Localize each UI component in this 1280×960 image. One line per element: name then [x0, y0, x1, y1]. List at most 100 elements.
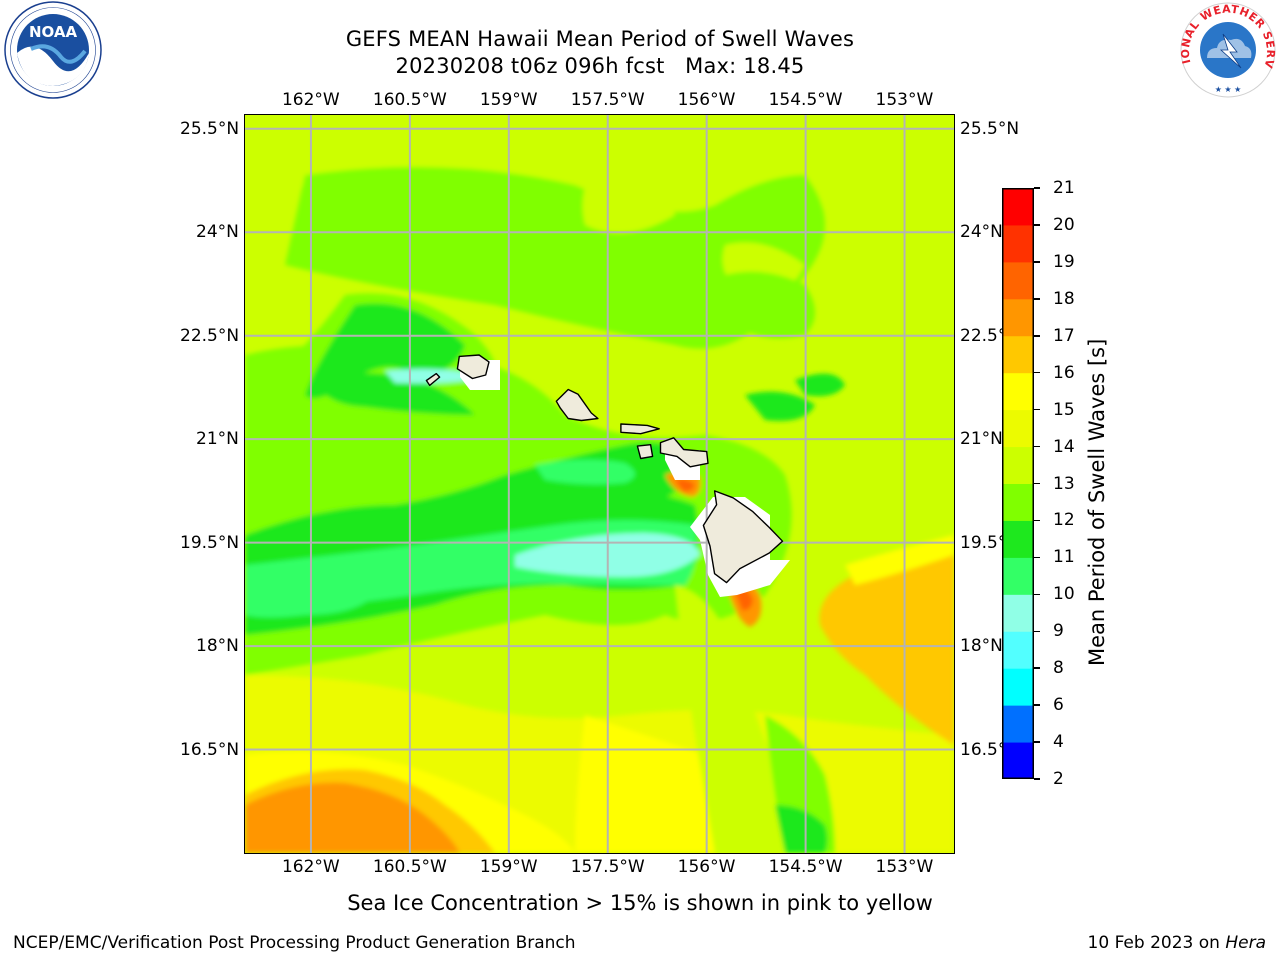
colorbar-tick-label: 11 — [1053, 547, 1075, 568]
map-grid — [245, 115, 954, 853]
colorbar-tick-mark — [1034, 741, 1040, 743]
colorbar-tick-mark — [1034, 630, 1040, 632]
colorbar-tick-mark — [1034, 667, 1040, 669]
colorbar-tick-label: 12 — [1053, 510, 1075, 531]
colorbar-tick-mark — [1034, 298, 1040, 300]
island-oahu — [555, 388, 599, 422]
sea-ice-caption: Sea Ice Concentration > 15% is shown in … — [347, 891, 933, 915]
island-maui — [659, 437, 709, 468]
island-niihau — [425, 372, 441, 387]
colorbar-tick-mark — [1034, 704, 1040, 706]
lon-tick-bottom: 160.5°W — [372, 857, 447, 877]
lat-tick-right: 18°N — [960, 636, 1003, 657]
colorbar-tick-mark — [1034, 556, 1040, 559]
colorbar-swatch — [1002, 335, 1034, 374]
lon-tick-bottom: 153°W — [875, 857, 934, 877]
colorbar-tick-mark — [1034, 371, 1040, 374]
colorbar-tick-mark — [1034, 261, 1040, 263]
colorbar-label: Mean Period of Swell Waves [s] — [1085, 338, 1109, 666]
colorbar-swatch — [1002, 594, 1034, 632]
colorbar-tick-mark — [1034, 408, 1040, 411]
colorbar-swatch — [1002, 372, 1034, 411]
map-canvas — [245, 115, 954, 853]
colorbar-swatch — [1002, 668, 1034, 706]
lat-tick-right: 21°N — [960, 429, 1003, 450]
lat-tick-left: 18°N — [196, 636, 239, 657]
colorbar-swatch — [1002, 188, 1034, 226]
lon-tick-top: 154.5°W — [768, 90, 843, 110]
footer-date: 10 Feb 2023 on Hera — [1088, 933, 1266, 953]
lon-tick-top: 160.5°W — [372, 90, 447, 110]
colorbar-tick-label: 17 — [1053, 325, 1075, 346]
colorbar-swatch — [1002, 483, 1034, 521]
chart-subtitle: 20230208 t06z 096h fcst Max: 18.45 — [395, 54, 805, 78]
colorbar-tick-mark — [1034, 593, 1040, 596]
map-border — [244, 114, 955, 854]
lon-tick-top: 162°W — [281, 90, 340, 110]
island-molokai — [620, 423, 660, 435]
colorbar-tick-label: 15 — [1053, 399, 1075, 420]
lon-tick-bottom: 154.5°W — [768, 857, 843, 877]
footer-host: Hera — [1225, 933, 1266, 953]
lat-tick-left: 22.5°N — [180, 325, 240, 346]
colorbar-tick-label: 10 — [1053, 584, 1075, 605]
lon-tick-top: 153°W — [875, 90, 934, 110]
colorbar-swatches — [1002, 188, 1034, 780]
lon-tick-bottom: 159°W — [479, 857, 538, 877]
colorbar-tick-mark — [1034, 224, 1040, 226]
lon-tick-top: 157.5°W — [570, 90, 645, 110]
lat-tick-left: 24°N — [196, 222, 239, 243]
colorbar-tick-label: 21 — [1053, 178, 1075, 198]
colorbar-swatch — [1002, 705, 1034, 743]
lat-tick-left: 21°N — [196, 429, 239, 450]
colorbar — [1002, 188, 1034, 780]
colorbar-swatch — [1002, 631, 1034, 669]
swell-period-field — [245, 115, 954, 853]
map-panel — [245, 115, 954, 853]
colorbar-swatch — [1002, 298, 1034, 337]
colorbar-tick-label: 4 — [1053, 732, 1064, 753]
lon-tick-top: 156°W — [677, 90, 736, 110]
lon-tick-bottom: 156°W — [677, 857, 736, 877]
colorbar-tick-mark — [1034, 482, 1040, 485]
colorbar-tick-label: 8 — [1053, 658, 1064, 679]
colorbar-tick-mark — [1034, 335, 1040, 337]
colorbar-tick-mark — [1034, 778, 1040, 780]
colorbar-tick-label: 9 — [1053, 621, 1064, 642]
island-hawaii — [702, 490, 784, 584]
lat-tick-right: 25.5°N — [960, 118, 1020, 139]
colorbar-tick-mark — [1034, 187, 1040, 189]
colorbar-swatch — [1002, 520, 1034, 558]
colorbar-tick-label: 14 — [1053, 436, 1075, 457]
colorbar-tick-label: 16 — [1053, 362, 1075, 383]
lat-tick-left: 19.5°N — [180, 532, 240, 553]
colorbar-swatch — [1002, 446, 1034, 484]
colorbar-tick-label: 6 — [1053, 695, 1064, 716]
colorbar-swatch — [1002, 224, 1034, 263]
noaa-logo-text: NOAA — [29, 23, 78, 41]
colorbar-swatch — [1002, 409, 1034, 448]
nws-logo: NATIONAL WEATHER SERVICE ★ ★ ★ — [1172, 0, 1279, 100]
colorbar-tick-label: 19 — [1053, 251, 1075, 272]
island-kauai — [456, 354, 490, 380]
colorbar-swatch — [1002, 742, 1034, 780]
colorbar-tick-mark — [1034, 445, 1040, 448]
lat-tick-left: 16.5°N — [180, 739, 240, 760]
colorbar-tick-label: 20 — [1053, 214, 1075, 235]
islands-layer — [425, 354, 784, 584]
footer-credit: NCEP/EMC/Verification Post Processing Pr… — [13, 933, 576, 953]
colorbar-tick-label: 18 — [1053, 288, 1075, 309]
lon-tick-top: 159°W — [479, 90, 538, 110]
lat-tick-left: 25.5°N — [180, 118, 240, 139]
footer-date-text: 10 Feb 2023 on — [1087, 933, 1226, 953]
lon-tick-bottom: 157.5°W — [570, 857, 645, 877]
island-lanai — [636, 444, 654, 460]
svg-text:★ ★ ★: ★ ★ ★ — [1215, 85, 1242, 94]
colorbar-swatch — [1002, 261, 1034, 300]
colorbar-tick-label: 13 — [1053, 473, 1075, 494]
colorbar-tick-label: 2 — [1053, 769, 1064, 789]
chart-title: GEFS MEAN Hawaii Mean Period of Swell Wa… — [345, 27, 855, 51]
lat-tick-right: 24°N — [960, 222, 1003, 243]
lon-tick-bottom: 162°W — [281, 857, 340, 877]
colorbar-tick-mark — [1034, 519, 1040, 522]
